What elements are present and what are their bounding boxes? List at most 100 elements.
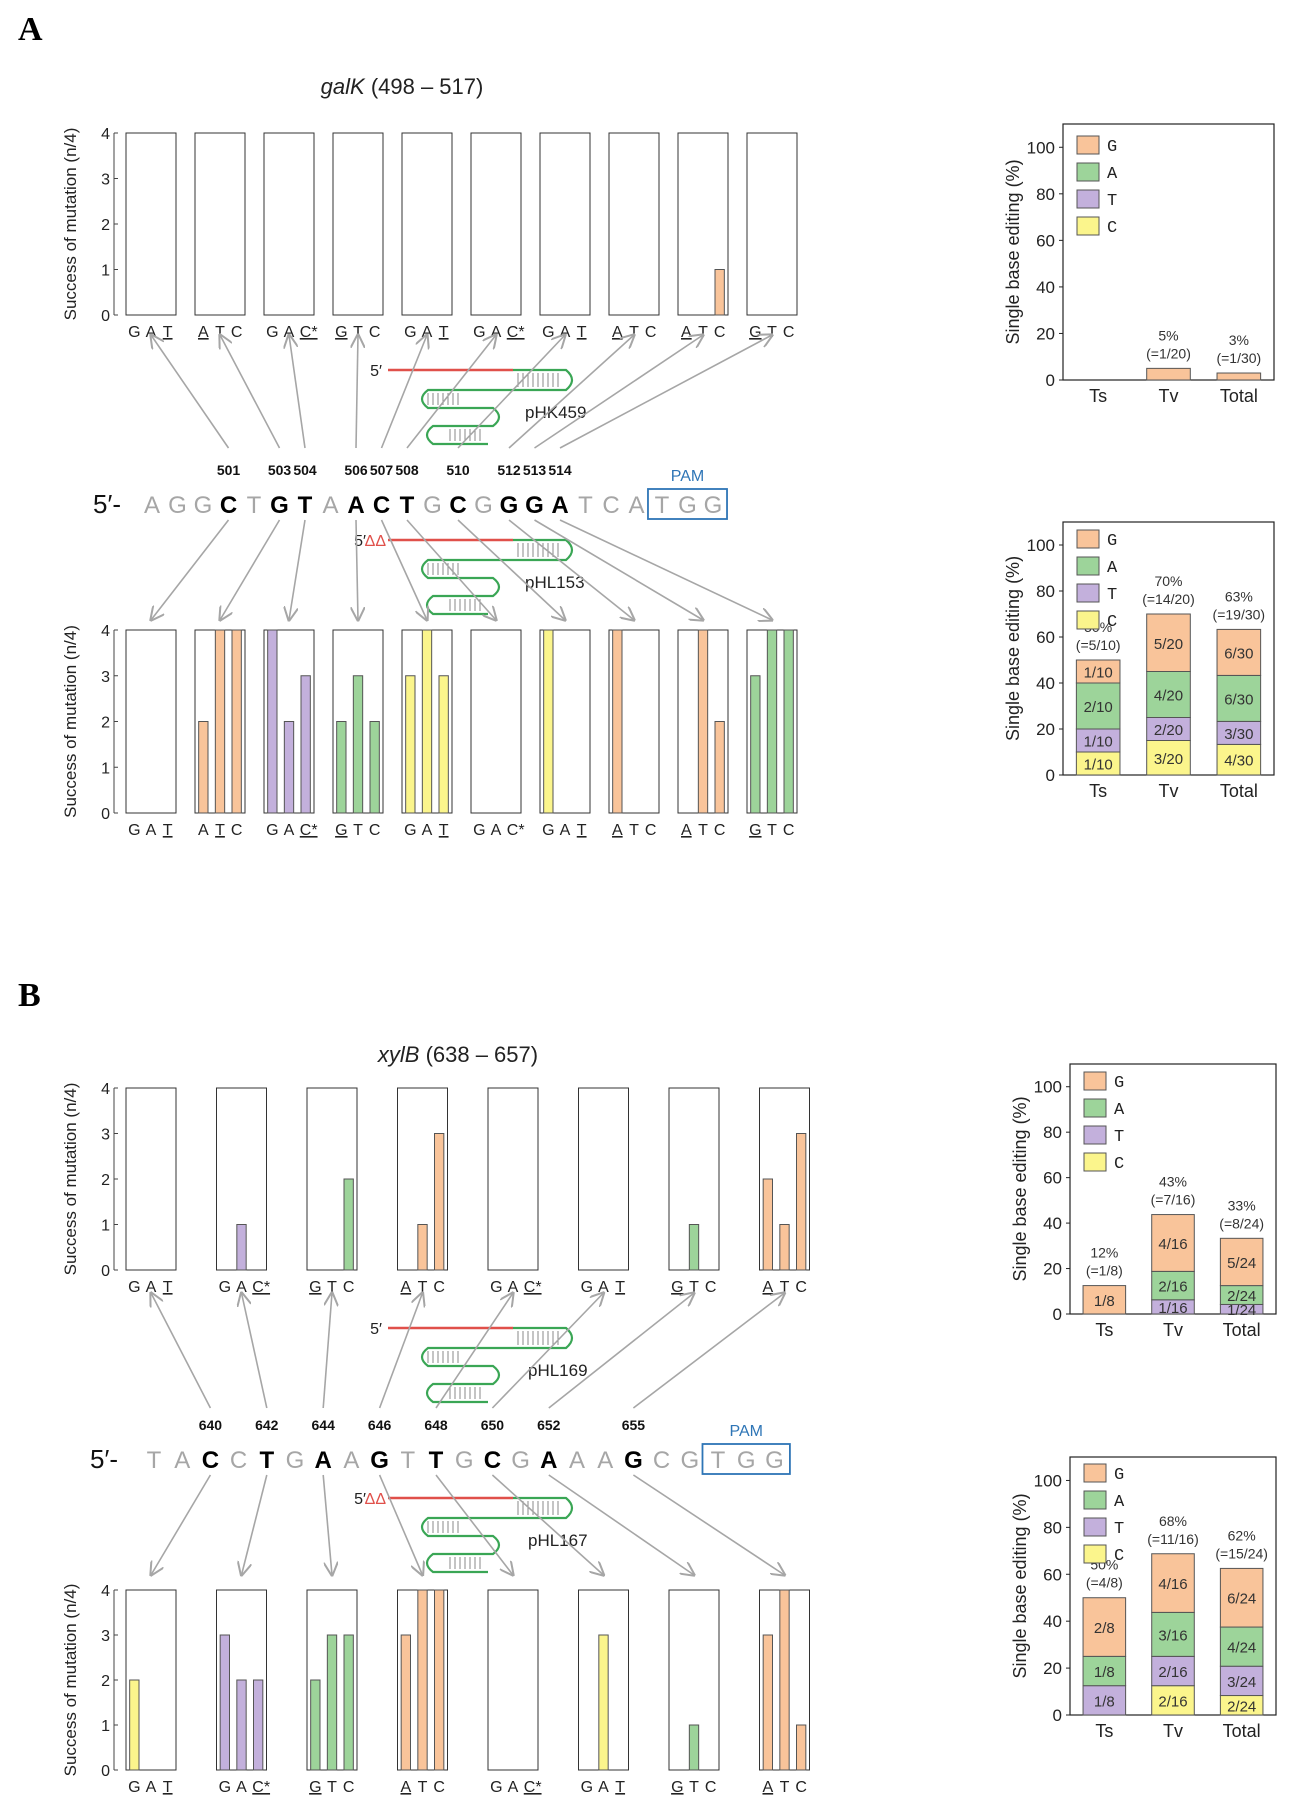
stack-total-frac: (=4/8) xyxy=(1086,1575,1123,1591)
x-tick-label: Total xyxy=(1220,781,1258,801)
arrow-to-bottom-plot xyxy=(534,519,704,620)
legend-swatch-C xyxy=(1083,1544,1107,1564)
legend-swatch-C xyxy=(1076,216,1100,236)
y-axis-label: Single base editing (%) xyxy=(1010,1096,1030,1281)
stack-total-frac: (=14/20) xyxy=(1142,591,1195,607)
arrow-to-top-plot xyxy=(289,335,306,449)
x-tick-label: A xyxy=(198,324,209,341)
mini-plot-frame xyxy=(263,132,315,316)
arrow-to-top-plot xyxy=(548,1293,694,1409)
segment-label: 2/8 xyxy=(1094,1620,1115,1637)
sequence-base: G xyxy=(423,492,442,519)
x-tick-label: T xyxy=(698,822,708,839)
position-number: 648 xyxy=(424,1417,448,1433)
pam-label: PAM xyxy=(729,1423,762,1440)
stack-segment-C xyxy=(1151,1685,1195,1716)
sequence-base: G xyxy=(168,492,187,519)
mini-plot-frame xyxy=(125,132,177,316)
sequence-base: C xyxy=(449,492,466,519)
x-tick-label: T xyxy=(577,324,587,341)
sequence-base: G xyxy=(678,492,697,519)
plasmid-label: pHL167 xyxy=(528,1531,588,1550)
legend-swatch-G xyxy=(1076,135,1100,155)
x-tick-label: C xyxy=(714,822,726,839)
sequence-base: C xyxy=(373,492,390,519)
guide-5prime: 5′ xyxy=(370,363,382,380)
x-tick-label: Tv xyxy=(1159,781,1179,801)
x-tick-label: T xyxy=(327,1779,337,1796)
sequence-base: T xyxy=(429,1447,444,1474)
bar-G xyxy=(612,629,623,814)
x-tick-label: A xyxy=(284,324,295,341)
sequence-base: G xyxy=(500,492,519,519)
mini-plot-frame xyxy=(608,132,660,316)
arrow-to-top-plot xyxy=(356,335,358,449)
legend-swatch-A xyxy=(1083,1490,1107,1510)
segment-label: 2/24 xyxy=(1227,1698,1256,1715)
stack-total-pct: 68% xyxy=(1159,1513,1187,1529)
sequence-base: A xyxy=(569,1447,585,1474)
x-tick-label: A xyxy=(422,822,433,839)
sequence-base: G xyxy=(455,1447,474,1474)
stack-segment-A xyxy=(1146,671,1191,718)
segment-label: 6/30 xyxy=(1224,645,1253,662)
x-tick-label: Total xyxy=(1223,1320,1261,1340)
x-tick-label: G xyxy=(309,1279,321,1296)
y-tick-label: 100 xyxy=(1027,536,1055,555)
x-tick-label: C* xyxy=(252,1779,270,1796)
stack-total-frac: (=1/20) xyxy=(1146,345,1191,361)
position-number: 506 xyxy=(344,462,368,478)
sequence-base: G xyxy=(194,492,213,519)
y-tick-label: 3 xyxy=(101,1127,110,1144)
x-tick-label: C xyxy=(343,1279,355,1296)
bar-G xyxy=(796,1724,807,1771)
y-tick-label: 2 xyxy=(101,217,110,234)
x-tick-label: T xyxy=(767,324,777,341)
y-tick-label: 1 xyxy=(101,1218,110,1235)
arrow-to-top-plot xyxy=(242,1293,268,1409)
arrow-to-bottom-plot xyxy=(435,1474,513,1575)
sequence-prefix: 5′- xyxy=(90,1444,118,1474)
x-tick-label: C xyxy=(369,822,381,839)
x-tick-label: G xyxy=(542,324,554,341)
stack-total-frac: (=19/30) xyxy=(1213,606,1266,622)
y-tick-label: 3 xyxy=(101,1628,110,1645)
x-tick-label: A xyxy=(681,822,692,839)
sequence-base: A xyxy=(315,1447,332,1474)
mini-plot-frame xyxy=(470,629,522,814)
y-axis-label: Success of mutation (n/4) xyxy=(61,625,80,818)
x-tick-label: C* xyxy=(524,1779,542,1796)
x-tick-label: G xyxy=(266,324,278,341)
x-tick-label: Ts xyxy=(1089,386,1107,406)
x-tick-label: C* xyxy=(507,822,525,839)
y-tick-label: 4 xyxy=(101,1081,110,1098)
sequence-base: G xyxy=(511,1447,530,1474)
legend-swatch-G xyxy=(1076,529,1100,549)
y-tick-label: 0 xyxy=(101,806,110,823)
x-tick-label: T xyxy=(418,1779,428,1796)
legend-label: T xyxy=(1114,1128,1124,1147)
x-tick-label: G xyxy=(404,822,416,839)
stack-segment-G xyxy=(1219,1237,1264,1287)
position-number: 507 xyxy=(370,462,394,478)
segment-label: 4/30 xyxy=(1224,753,1253,770)
y-tick-label: 3 xyxy=(101,669,110,686)
x-tick-label: C xyxy=(645,822,657,839)
y-tick-label: 0 xyxy=(101,1263,110,1280)
y-tick-label: 20 xyxy=(1043,1260,1062,1279)
stack-segment-C xyxy=(1146,740,1191,776)
arrow-to-bottom-plot xyxy=(380,519,428,620)
arrow-to-top-plot xyxy=(378,1293,423,1409)
arrow-to-top-plot xyxy=(151,335,230,449)
panel-title: xylB (638 – 657) xyxy=(377,1042,538,1067)
x-tick-label: A xyxy=(508,1279,519,1296)
bar-G xyxy=(779,1589,790,1771)
plasmid-label: pHK459 xyxy=(525,403,586,422)
sequence-base: C xyxy=(653,1447,670,1474)
x-tick-label: Ts xyxy=(1095,1721,1113,1741)
stack-total-frac: (=15/24) xyxy=(1215,1545,1268,1561)
segment-label: 1/10 xyxy=(1084,757,1113,774)
x-tick-label: A xyxy=(762,1279,773,1296)
x-tick-label: G xyxy=(266,822,278,839)
y-tick-label: 1 xyxy=(101,1718,110,1735)
